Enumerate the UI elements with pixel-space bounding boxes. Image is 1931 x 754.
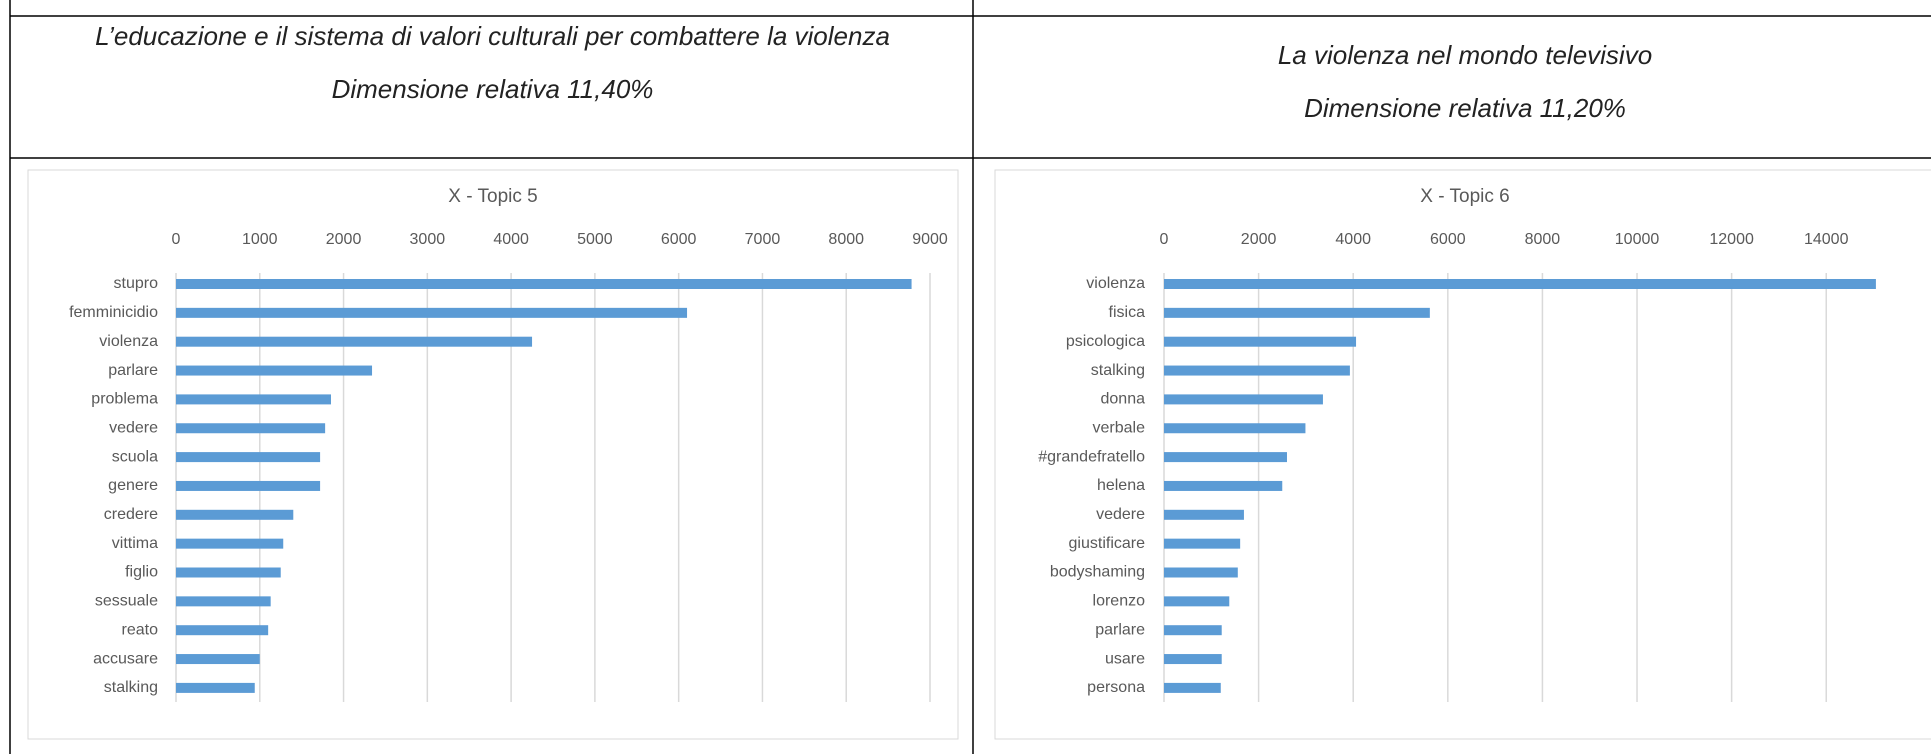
bar [176,480,321,491]
bar [176,538,284,549]
bar [1164,567,1238,578]
bar [1164,509,1244,520]
bar [1164,394,1323,405]
chart-title: X - Topic 6 [1420,186,1509,207]
y-tick-label: stupro [114,275,159,292]
bar [176,509,294,520]
bar [1164,307,1430,318]
x-tick-label: 7000 [745,231,781,248]
x-tick-label: 0 [1160,231,1169,248]
y-tick-label: parlare [108,362,158,379]
chart-frame [994,169,1931,740]
bar [176,596,271,607]
x-tick-label: 1000 [242,231,278,248]
x-tick-label: 3000 [410,231,446,248]
bar [1164,682,1221,693]
bar [176,394,331,405]
header-subtitle: Dimensione relativa 11,40% [331,74,654,104]
chart-title: X - Topic 5 [448,186,537,207]
bar [176,365,373,376]
x-tick-label: 6000 [1430,231,1466,248]
x-tick-label: 4000 [1335,231,1371,248]
x-tick-label: 8000 [828,231,864,248]
header-title: L’educazione e il sistema di valori cult… [95,21,890,51]
y-tick-label: #grandefratello [1038,448,1145,465]
y-tick-label: accusare [93,650,158,667]
y-tick-label: vedere [109,419,158,436]
bar [176,567,281,578]
y-tick-label: violenza [99,333,158,350]
y-tick-label: problema [91,391,158,408]
y-tick-label: scuola [112,448,158,465]
y-tick-label: figlio [125,564,158,581]
x-tick-label: 4000 [493,231,529,248]
bar [1164,654,1222,665]
chart-frame [27,169,959,740]
bar [1164,336,1357,347]
y-tick-label: femminicidio [69,304,158,321]
bar [176,452,321,463]
y-tick-label: bodyshaming [1050,564,1145,581]
bar [176,625,269,636]
y-tick-label: violenza [1086,275,1145,292]
bar [1164,423,1306,434]
x-tick-label: 2000 [1241,231,1277,248]
bar [176,307,688,318]
y-tick-label: credere [104,506,158,523]
y-tick-label: usare [1105,650,1145,667]
y-tick-label: parlare [1095,621,1145,638]
header-cell: La violenza nel mondo televisivo Dimensi… [990,37,1931,127]
y-tick-label: stalking [1091,362,1145,379]
bar [176,654,260,665]
bar [1164,596,1230,607]
y-tick-label: sessuale [95,593,158,610]
y-tick-label: reato [122,621,159,638]
bar [1164,279,1876,289]
bar [176,423,326,434]
bar [1164,452,1287,463]
header-title: La violenza nel mondo televisivo [1277,40,1653,70]
y-tick-label: helena [1097,477,1145,494]
bar [176,336,533,347]
y-tick-label: donna [1101,391,1146,408]
header-cell: L’educazione e il sistema di valori cult… [40,18,945,108]
x-tick-label: 5000 [577,231,613,248]
bar [176,279,912,289]
y-tick-label: stalking [104,679,158,696]
x-tick-label: 0 [172,231,181,248]
y-tick-label: psicologica [1066,333,1145,350]
bar [176,682,255,693]
x-tick-label: 2000 [326,231,362,248]
x-tick-label: 10000 [1615,231,1660,248]
x-tick-label: 6000 [661,231,697,248]
y-tick-label: fisica [1109,304,1146,321]
x-tick-label: 14000 [1804,231,1849,248]
bar [1164,365,1350,376]
y-tick-label: vedere [1096,506,1145,523]
y-tick-label: persona [1087,679,1145,696]
y-tick-label: genere [108,477,158,494]
y-tick-label: verbale [1093,419,1146,436]
y-tick-label: giustificare [1069,535,1146,552]
header-subtitle: Dimensione relativa 11,20% [1304,93,1626,123]
x-tick-label: 12000 [1709,231,1754,248]
y-tick-label: vittima [112,535,158,552]
bar [1164,538,1241,549]
bar [1164,480,1283,491]
y-tick-label: lorenzo [1093,593,1146,610]
bar [1164,625,1222,636]
x-tick-label: 9000 [912,231,948,248]
x-tick-label: 8000 [1525,231,1561,248]
